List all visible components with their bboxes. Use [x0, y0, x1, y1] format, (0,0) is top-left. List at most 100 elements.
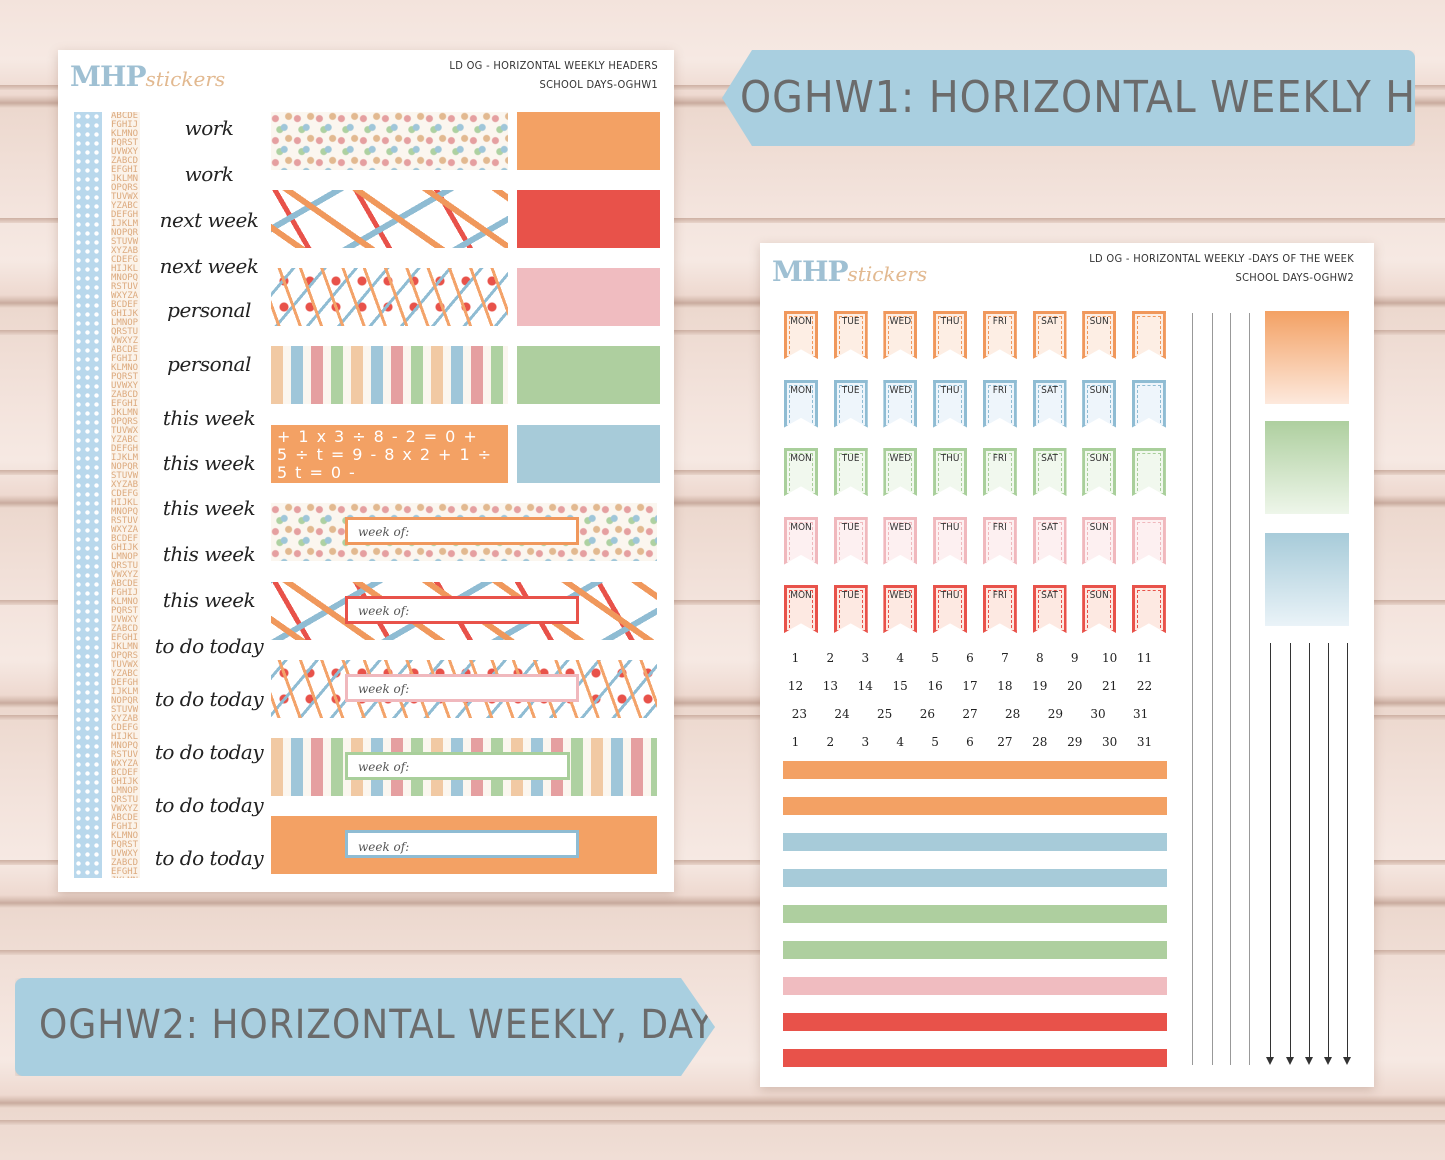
date-number: 28: [1005, 707, 1021, 721]
date-number: 30: [1090, 707, 1106, 721]
day-label: MON: [790, 453, 812, 464]
day-label: WED: [889, 590, 912, 601]
orange-swatch-sticker: [517, 112, 660, 170]
date-number: 31: [1133, 707, 1149, 721]
day-label: THU: [940, 521, 960, 533]
day-label: THU: [940, 453, 960, 464]
wood-seam: [0, 470, 1445, 475]
wood-seam: [0, 1120, 1445, 1125]
pencil-pattern-sticker: [271, 190, 508, 248]
date-number: 23: [791, 707, 807, 721]
day-flag-blank: [1131, 448, 1166, 496]
date-number: 19: [1032, 679, 1048, 693]
alphabet-strip: ABCDEFGHIJKLMNOPQRSTUVWXYZABCDEFGHIJKLMN…: [111, 112, 140, 878]
header-line-1: LD OG - HORIZONTAL WEEKLY -DAYS OF THE W…: [1089, 252, 1354, 265]
arrow-down-icon: [1266, 643, 1274, 1065]
date-number: 22: [1136, 679, 1153, 693]
day-label: SAT: [1041, 521, 1058, 533]
date-number: 31: [1136, 735, 1153, 749]
sheet-header: LD OG - HORIZONTAL WEEKLY -DAYS OF THE W…: [1089, 249, 1354, 287]
script-label: next week: [159, 254, 259, 278]
date-number: 27: [962, 707, 978, 721]
green-swatch-sticker: [517, 346, 660, 404]
day-label: SUN: [1089, 384, 1109, 396]
day-flag-tue: TUE: [833, 311, 868, 359]
script-label: to do today: [154, 740, 264, 764]
day-flag-tue: TUE: [833, 516, 868, 565]
script-label: personal: [167, 298, 251, 322]
week-of-header-math: week of:: [271, 816, 657, 874]
polka-dot-strip: [74, 112, 102, 878]
script-label: work: [184, 162, 234, 186]
divider-line: [1230, 313, 1231, 1065]
week-of-header-supplies: week of:: [271, 660, 657, 718]
wood-seam: [0, 715, 1445, 720]
day-flag-blank: [1131, 585, 1166, 633]
day-label: TUE: [841, 453, 860, 464]
wood-seam: [0, 330, 1445, 335]
day-flag-sun: SUN: [1082, 516, 1117, 565]
flag-edge: [1131, 516, 1166, 565]
day-flag-fri: FRI: [982, 379, 1017, 428]
orange-gradient-sticker: [1265, 311, 1349, 404]
script-label: this week: [162, 588, 256, 612]
script-label: to do today: [154, 846, 264, 870]
product-banner-oghw2: OGHW2: HORIZONTAL WEEKLY, DAYS OF THE WE…: [15, 978, 715, 1076]
day-flag-sun: SUN: [1082, 585, 1117, 633]
wood-seam: [0, 85, 1445, 90]
week-of-box: week of:: [345, 674, 579, 702]
day-label: SUN: [1089, 316, 1109, 327]
blue-gradient-sticker: [1265, 533, 1349, 626]
day-label: WED: [889, 316, 912, 327]
script-label: this week: [162, 406, 256, 430]
script-label: to do today: [154, 687, 264, 711]
orange-stripe-sticker: [783, 797, 1167, 815]
day-flag-sun: SUN: [1082, 311, 1117, 359]
wood-seam: [0, 600, 1445, 605]
day-flag-blank: [1131, 311, 1166, 359]
week-of-box: week of:: [345, 517, 579, 545]
day-flag-wed: WED: [883, 516, 918, 565]
sheet-header: LD OG - HORIZONTAL WEEKLY HEADERS SCHOOL…: [449, 56, 658, 94]
day-flag-fri: FRI: [982, 585, 1017, 633]
day-flag-tue: TUE: [833, 448, 868, 496]
day-label: FRI: [992, 521, 1007, 533]
day-flag-thu: THU: [933, 448, 968, 496]
day-flag-sun: SUN: [1082, 379, 1117, 428]
day-label: MON: [790, 316, 812, 327]
day-flag-wed: WED: [883, 448, 918, 496]
date-number: 2: [826, 735, 835, 749]
date-number: 1: [791, 735, 800, 749]
week-of-header-alphabet: week of:: [271, 503, 657, 561]
sticker-sheet-oghw2: MHPstickers LD OG - HORIZONTAL WEEKLY -D…: [760, 243, 1374, 1087]
arrow-down-icon: [1343, 643, 1351, 1065]
date-number: 3: [861, 651, 870, 665]
date-number: 5: [931, 735, 939, 749]
header-line-1: LD OG - HORIZONTAL WEEKLY HEADERS: [449, 59, 658, 72]
date-number: 11: [1136, 651, 1153, 665]
alphabet-pattern-sticker: [271, 112, 508, 170]
day-flag-tue: TUE: [833, 379, 868, 428]
date-number: 24: [834, 707, 850, 721]
divider-line: [1249, 313, 1250, 1065]
red-stripe-sticker: [783, 1013, 1167, 1031]
date-number: 10: [1101, 651, 1118, 665]
date-number: 17: [962, 679, 978, 693]
date-number: 18: [997, 679, 1013, 693]
date-number: 25: [877, 707, 893, 721]
day-label: SAT: [1041, 453, 1058, 464]
day-label: SUN: [1089, 453, 1109, 464]
mhp-logo: MHPstickers: [772, 255, 928, 288]
flag-edge: [1131, 585, 1166, 633]
day-flag-blank: [1131, 516, 1166, 565]
red-stripe-sticker: [783, 1049, 1167, 1067]
day-label: FRI: [992, 453, 1007, 464]
divider-line: [1212, 313, 1213, 1065]
flag-edge: [1131, 379, 1166, 428]
green-stripe-sticker: [783, 905, 1167, 923]
wood-seam: [0, 860, 1445, 865]
day-label: THU: [940, 316, 960, 327]
date-number: 8: [1035, 651, 1044, 665]
day-label: MON: [790, 590, 812, 601]
product-banner-oghw1: OGHW1: HORIZONTAL WEEKLY HEADERS: [722, 50, 1415, 146]
